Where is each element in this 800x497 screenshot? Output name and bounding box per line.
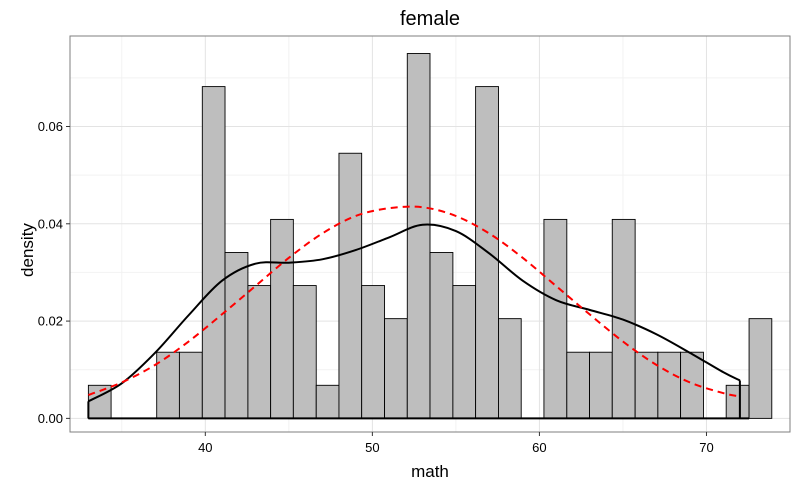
- y-axis-label: density: [18, 223, 37, 277]
- normal-density-curve: [88, 205, 741, 398]
- histogram-bar: [292, 285, 317, 419]
- histogram-bar: [338, 152, 363, 419]
- y-tick-label: 0.04: [38, 216, 63, 231]
- histogram-bar: [657, 351, 682, 419]
- y-tick-label: 0.06: [38, 119, 63, 134]
- panel-border: [69, 35, 791, 433]
- histogram-bar: [270, 218, 294, 419]
- x-tick-label: 60: [532, 440, 546, 455]
- x-axis-label: math: [411, 462, 449, 481]
- histogram-bar: [247, 285, 272, 419]
- histogram-bar: [725, 384, 750, 419]
- histogram-bar: [156, 351, 180, 419]
- x-tick-label: 70: [699, 440, 713, 455]
- histogram-bar: [224, 252, 249, 419]
- histogram-bar: [452, 285, 477, 419]
- histogram-bar: [498, 318, 522, 419]
- histogram-bar: [566, 351, 590, 419]
- histogram-bar: [361, 285, 386, 419]
- y-tick-label: 0.00: [38, 411, 63, 426]
- histogram-bar: [634, 351, 659, 419]
- histogram-bar: [315, 384, 340, 419]
- histogram-bar: [543, 218, 568, 419]
- x-tick-label: 50: [365, 440, 379, 455]
- histogram-bar: [748, 318, 773, 419]
- y-tick-label: 0.02: [38, 314, 63, 329]
- kernel-density-curve: [87, 223, 741, 403]
- histogram-bar: [178, 351, 203, 419]
- histogram-bar: [201, 86, 226, 419]
- histogram-bar: [406, 53, 431, 419]
- histogram-bar: [384, 318, 408, 419]
- histogram-bar: [429, 252, 454, 419]
- chart-title: female: [399, 8, 461, 30]
- x-tick-label: 40: [198, 440, 212, 455]
- histogram-bar: [589, 351, 613, 419]
